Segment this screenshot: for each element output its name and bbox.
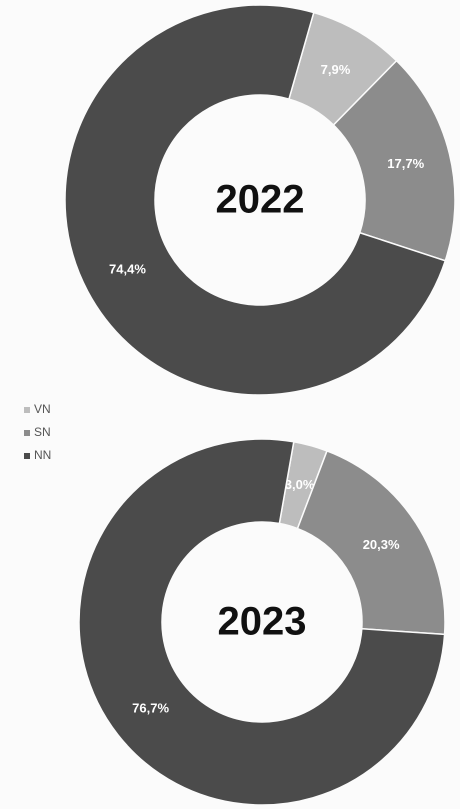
donut-slice [296, 449, 446, 636]
donut-title: 2023 [218, 600, 307, 644]
legend-label: NN [34, 448, 51, 462]
legend-label: VN [34, 402, 51, 416]
legend-swatch [24, 430, 30, 436]
value-label: 7,9% [321, 62, 351, 77]
donut-title: 2022 [216, 178, 305, 222]
legend-swatch [24, 407, 30, 413]
value-label: 17,7% [387, 156, 424, 171]
donut-slice [78, 438, 446, 806]
value-label: 20,3% [363, 537, 400, 552]
donut-slice [332, 59, 456, 262]
donut-slice [64, 4, 447, 396]
value-label: 74,4% [109, 262, 146, 277]
legend-swatch [24, 453, 30, 459]
legend-label: SN [34, 425, 51, 439]
value-label: 3,0% [285, 477, 315, 492]
value-label: 76,7% [132, 701, 169, 716]
